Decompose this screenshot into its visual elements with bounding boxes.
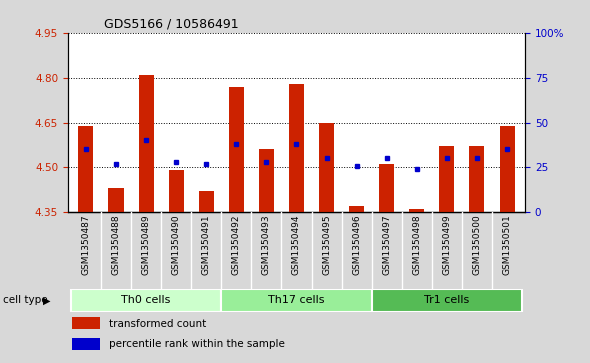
Text: GSM1350488: GSM1350488 [112, 215, 120, 275]
Text: GSM1350493: GSM1350493 [262, 215, 271, 275]
Text: Th17 cells: Th17 cells [268, 295, 324, 305]
Bar [500, 126, 514, 212]
Text: GSM1350495: GSM1350495 [322, 215, 331, 275]
Bar [229, 87, 244, 212]
Text: cell type: cell type [3, 295, 48, 305]
Bar [109, 188, 123, 212]
Bar [221, 289, 372, 312]
Text: GSM1350500: GSM1350500 [473, 215, 481, 276]
Bar [319, 122, 334, 212]
Bar [372, 289, 522, 312]
Bar [440, 146, 454, 212]
Bar [169, 170, 183, 212]
Text: Th0 cells: Th0 cells [122, 295, 171, 305]
Text: GSM1350491: GSM1350491 [202, 215, 211, 275]
Bar [73, 338, 100, 350]
Bar [470, 146, 484, 212]
Bar [73, 317, 100, 329]
Bar [78, 126, 93, 212]
Text: Tr1 cells: Tr1 cells [424, 295, 470, 305]
Bar [259, 150, 274, 212]
Text: GSM1350494: GSM1350494 [292, 215, 301, 275]
Text: GSM1350489: GSM1350489 [142, 215, 150, 275]
Text: ▶: ▶ [42, 295, 50, 305]
Text: GSM1350498: GSM1350498 [412, 215, 421, 275]
Text: GSM1350496: GSM1350496 [352, 215, 361, 275]
Bar [71, 289, 221, 312]
Bar [199, 191, 214, 212]
Bar [289, 83, 304, 212]
Text: transformed count: transformed count [109, 319, 206, 329]
Text: percentile rank within the sample: percentile rank within the sample [109, 339, 285, 349]
Bar [349, 206, 364, 212]
Text: GSM1350492: GSM1350492 [232, 215, 241, 275]
Bar [139, 75, 153, 212]
Text: GSM1350487: GSM1350487 [81, 215, 90, 275]
Text: GSM1350501: GSM1350501 [503, 215, 512, 276]
Text: GSM1350497: GSM1350497 [382, 215, 391, 275]
Text: GSM1350490: GSM1350490 [172, 215, 181, 275]
Text: GSM1350499: GSM1350499 [442, 215, 451, 275]
Bar [379, 164, 394, 212]
Bar [409, 209, 424, 212]
Text: GDS5166 / 10586491: GDS5166 / 10586491 [104, 17, 239, 30]
